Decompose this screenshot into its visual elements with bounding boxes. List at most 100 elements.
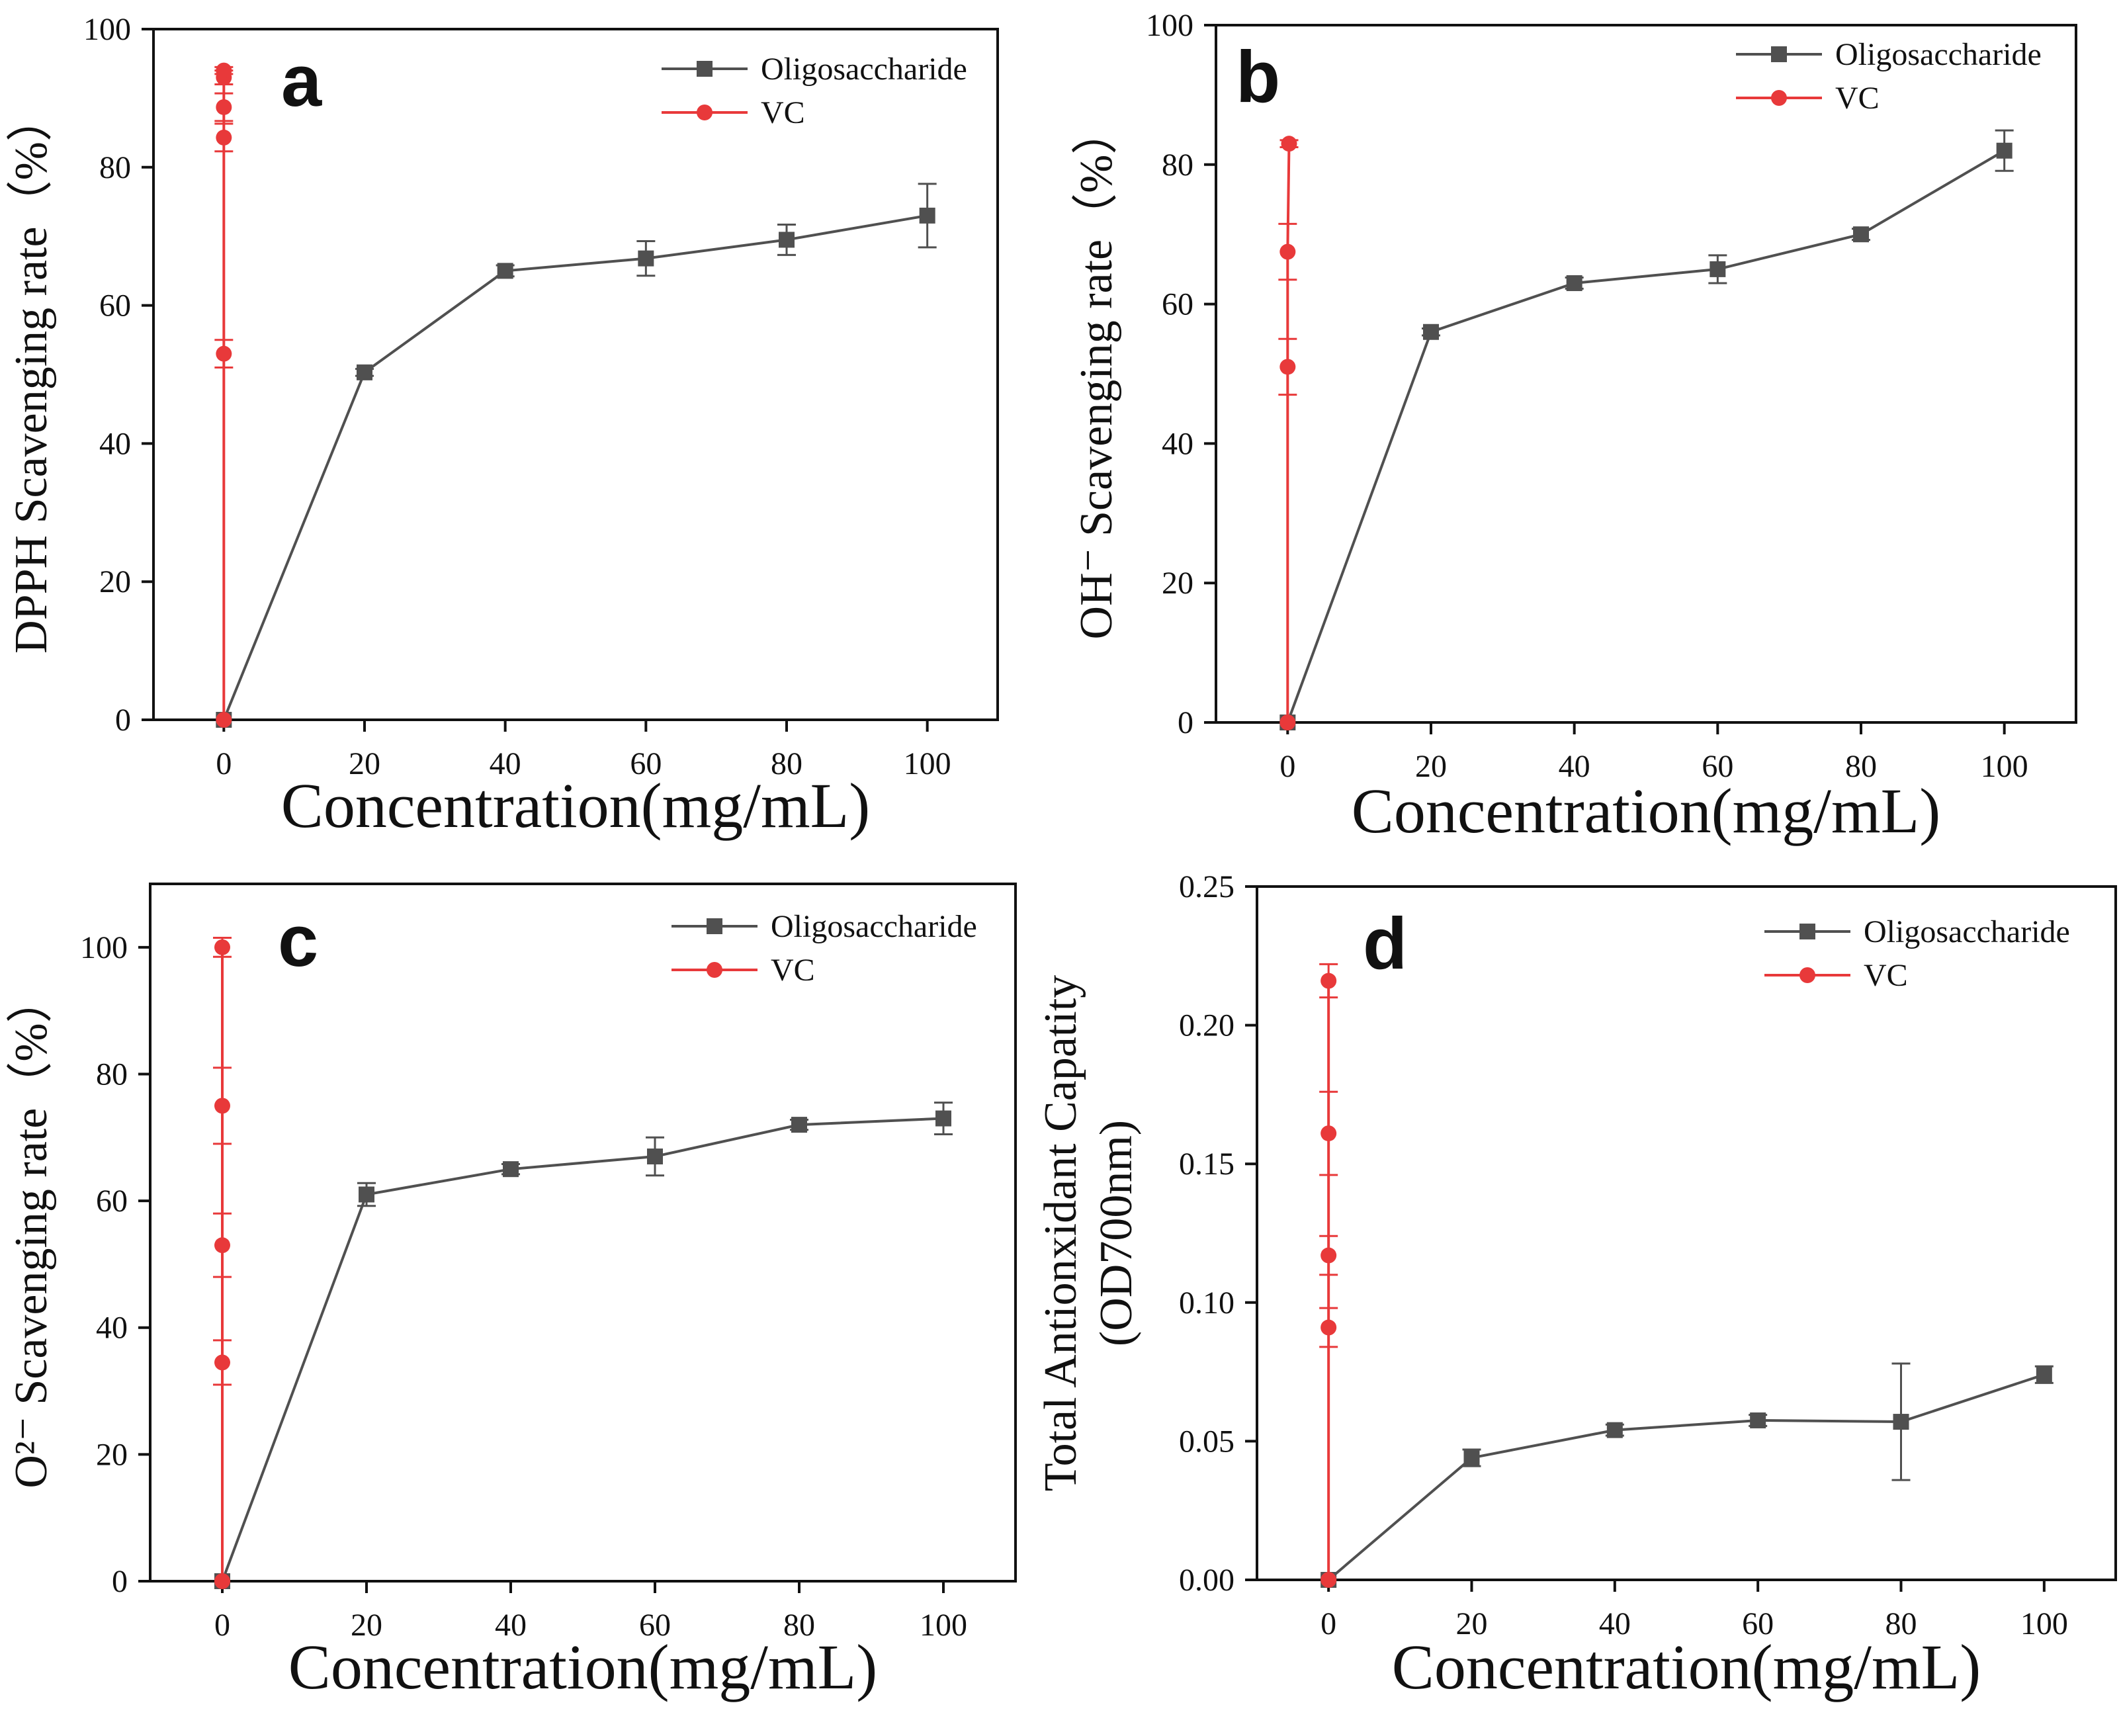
plot-frame (1256, 885, 2117, 1581)
data-point (1320, 1125, 1337, 1142)
legend-marker (707, 918, 722, 934)
x-tick-label: 20 (351, 1608, 382, 1643)
chart-panel-d: 0 20 40 60 80 100 0.00 0.05 0.10 0.15 0.20 0.25 Conc… (1035, 869, 2117, 1702)
data-point (216, 99, 232, 115)
y-tick-label: 80 (99, 150, 131, 185)
y-axis-label: OH⁻ Scavenging rate（%） (1071, 108, 1122, 640)
data-point (638, 250, 654, 267)
x-tick-label: 0 (214, 1608, 230, 1643)
data-point (1279, 243, 1296, 260)
legend-label: VC (771, 953, 815, 988)
panel-label: c (278, 900, 318, 982)
y-tick-label: 60 (96, 1184, 128, 1219)
x-tick-label: 40 (495, 1608, 527, 1643)
x-axis-label: Concentration(mg/mL) (1392, 1631, 1981, 1702)
data-point (1320, 1319, 1337, 1336)
data-point (503, 1161, 519, 1178)
data-point (359, 1186, 374, 1203)
legend-label: VC (1864, 958, 1908, 993)
plot-frame (152, 28, 999, 721)
x-tick-label: 100 (2020, 1606, 2068, 1641)
series-line (1327, 1373, 2045, 1581)
series-line (222, 214, 928, 720)
series-vc (1319, 963, 1338, 1588)
data-point (216, 62, 232, 79)
x-tick-label: 20 (1456, 1606, 1488, 1641)
series-vc (213, 936, 232, 1589)
x-tick-label: 40 (1599, 1606, 1631, 1641)
series-line (1286, 144, 1291, 722)
data-point (216, 129, 232, 146)
x-tick-label: 80 (771, 746, 802, 781)
data-point (779, 232, 795, 248)
y-tick-label: 0.00 (1179, 1563, 1234, 1598)
chart-panel-b: 0 20 40 60 80 100 0 20 40 60 80 100 Concentration(mg… (1071, 8, 2077, 846)
legend-marker (1799, 924, 1815, 939)
legend-label: Oligosaccharide (1864, 914, 2070, 949)
panel-label: d (1363, 903, 1407, 984)
series-oligosaccharide (1279, 129, 2014, 730)
legend-label: Oligosaccharide (761, 52, 967, 87)
data-point (214, 1354, 230, 1371)
y-tick-label: 0.15 (1179, 1147, 1234, 1182)
y-tick-label: 80 (1162, 148, 1193, 183)
data-point (216, 345, 232, 362)
y-tick-label: 40 (1162, 426, 1193, 461)
data-point (647, 1149, 663, 1165)
x-tick-label: 60 (639, 1608, 671, 1643)
x-tick-label: 20 (349, 746, 380, 781)
x-tick-label: 80 (1885, 1606, 1917, 1641)
data-point (1320, 973, 1337, 989)
data-point (1281, 136, 1297, 152)
x-tick-label: 0 (1320, 1606, 1336, 1641)
x-tick-label: 40 (1559, 749, 1590, 784)
series-oligosaccharide (214, 1102, 953, 1589)
y-axis-label-line: Total Antionxidant Capatity (1035, 975, 1086, 1492)
data-point (1750, 1412, 1766, 1428)
panel-label: a (281, 40, 322, 122)
y-tick-label: 20 (99, 564, 131, 599)
y-tick-label: 60 (99, 288, 131, 324)
data-point (1606, 1422, 1623, 1438)
y-tick-label: 100 (83, 12, 131, 47)
y-tick-label: 40 (96, 1311, 128, 1346)
legend-marker (697, 105, 713, 120)
legend-marker (1799, 967, 1815, 983)
data-point (919, 207, 935, 224)
data-point (216, 712, 232, 728)
series-line (1286, 149, 2005, 723)
legend-label: VC (1835, 81, 1880, 116)
data-point (1423, 324, 1439, 340)
data-point (214, 1573, 230, 1589)
data-point (791, 1117, 807, 1133)
y-axis-label: DPPH Scavenging rate（%） (6, 95, 57, 654)
y-axis-label-line: (OD700nm) (1091, 1120, 1142, 1346)
x-tick-label: 60 (630, 746, 662, 781)
y-tick-label: 0.05 (1179, 1424, 1234, 1459)
y-tick-label: 40 (99, 426, 131, 461)
series-vc (214, 62, 234, 728)
data-point (357, 364, 372, 380)
x-tick-label: 100 (920, 1608, 967, 1643)
y-tick-label: 0.10 (1179, 1285, 1234, 1321)
y-tick-label: 20 (96, 1437, 128, 1472)
series-oligosaccharide (1320, 1362, 2054, 1588)
data-point (1893, 1414, 1909, 1430)
x-tick-label: 0 (1279, 749, 1295, 784)
y-tick-label: 80 (96, 1057, 128, 1092)
y-tick-label: 20 (1162, 566, 1193, 601)
data-point (214, 939, 230, 955)
data-point (935, 1110, 951, 1127)
panel-label: b (1236, 36, 1280, 118)
x-axis-label: Concentration(mg/mL) (1352, 775, 1940, 846)
data-point (1566, 275, 1582, 291)
legend-marker (1771, 90, 1787, 106)
chart-panel-a: 0 20 40 60 80 100 0 20 40 60 80 100 Concentration(mg… (6, 12, 999, 841)
y-tick-label: 0 (112, 1564, 128, 1599)
x-tick-label: 20 (1415, 749, 1447, 784)
data-point (1996, 142, 2013, 159)
plot-frame (1215, 24, 2077, 724)
data-point (2036, 1366, 2052, 1383)
legend-marker (697, 61, 713, 77)
data-point (214, 1098, 230, 1114)
